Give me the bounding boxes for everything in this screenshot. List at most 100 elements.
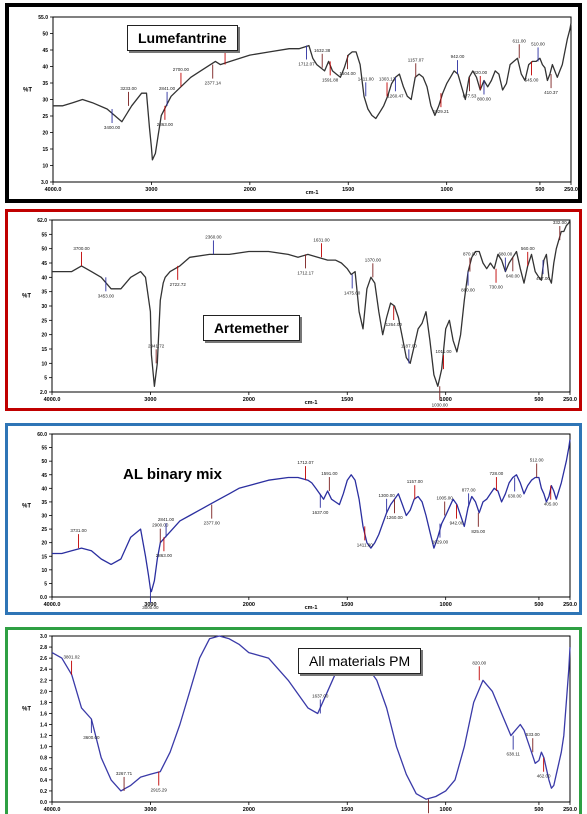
- y-tick-label: 3.0: [40, 634, 47, 640]
- peak-label: 2900.00: [152, 523, 169, 528]
- y-tick-label: 55: [41, 232, 47, 238]
- x-tick-label: 1000: [440, 602, 452, 608]
- x-tick-label: 4000.0: [45, 187, 62, 193]
- x-tick-label: 1500: [342, 187, 354, 193]
- peak-label: 630.00: [508, 493, 522, 498]
- peak-label: 1260.00: [386, 515, 403, 520]
- peak-label: 1157.00: [407, 479, 423, 484]
- chart-lumefantrine: 3.0 10 15 20 25 30 35 40 45 50 55.0 4000.0 3000 2000 1…: [23, 15, 578, 196]
- peak-label: 1303.12: [379, 76, 396, 81]
- y-tick-label: 10: [41, 361, 47, 367]
- peak-label: 2941.72: [148, 343, 165, 348]
- peak-label: 510.00: [531, 41, 545, 46]
- x-tick-label: 1500: [341, 602, 353, 608]
- y-tick-label: 50: [41, 459, 47, 465]
- x-tick-label: 2000: [243, 397, 255, 403]
- peak-label: 1300.00: [378, 493, 395, 498]
- axes: 2.0 5 10 15 20 25 30 35 40 45 50 55 62.0 4000.0 3000 20…: [22, 218, 577, 406]
- peak-label: 942.00: [451, 54, 465, 59]
- x-tick-label: 3000: [145, 187, 157, 193]
- y-axis-label: %T: [22, 503, 31, 509]
- peak-label: 870.00: [463, 252, 477, 257]
- y-tick-label: 0.6: [40, 767, 47, 773]
- peak-label: 880.00: [461, 288, 475, 293]
- x-tick-label: 500: [535, 187, 544, 193]
- peak-label: 2377.00: [204, 521, 221, 526]
- plot-frame: [51, 433, 571, 598]
- x-tick-label: 3000: [144, 807, 156, 813]
- x-tick-label: 2000: [243, 807, 255, 813]
- peak-label: 730.00: [489, 285, 503, 290]
- peak-label: 1411.00: [357, 542, 373, 547]
- chart-title-lumefantrine: Lumefantrine: [127, 25, 238, 51]
- peak-label: 1011.00: [436, 349, 452, 354]
- chart-al-binary-mix: 0.0 5 10 15 20 25 30 35 40 45 50 55 60.0 4000.0 3000 20…: [22, 432, 577, 611]
- peak-label: 728.00: [490, 471, 504, 476]
- y-tick-label: 10: [41, 568, 47, 574]
- peak-label: 545.00: [525, 77, 539, 82]
- peak-label: 560.00: [521, 246, 535, 251]
- x-tick-label: 3000: [144, 602, 156, 608]
- y-tick-label: 30: [41, 514, 47, 520]
- peak-label: 1030.00: [432, 402, 449, 407]
- y-tick-label: 55.0: [38, 15, 48, 21]
- peak-label: 1264.00: [386, 322, 403, 327]
- x-tick-label: 1500: [341, 807, 353, 813]
- y-tick-label: 62.0: [37, 218, 47, 224]
- y-tick-label: 5: [44, 581, 47, 587]
- panel-lumefantrine: 3.0 10 15 20 25 30 35 40 45 50 55.0 4000.0 3000 2000 1…: [5, 3, 582, 203]
- peak-label: 1632.38: [314, 48, 331, 53]
- x-tick-label: 250.0: [563, 602, 577, 608]
- y-tick-label: 35: [41, 290, 47, 296]
- y-tick-label: 1.4: [40, 723, 47, 729]
- peak-label: 1591.88: [322, 77, 339, 82]
- y-axis-label: %T: [22, 707, 31, 713]
- x-tick-label: 2000: [243, 602, 255, 608]
- peak-label: 3233.00: [120, 86, 137, 91]
- y-tick-label: 2.0: [40, 390, 47, 396]
- peak-label: 3600.00: [83, 735, 100, 740]
- y-tick-label: 30: [42, 98, 48, 104]
- peak-label: 2360.00: [205, 234, 222, 239]
- plot-frame: [51, 635, 571, 803]
- x-tick-label: 4000.0: [44, 807, 61, 813]
- peak-label: 1029.21: [433, 109, 450, 114]
- peak-label: 3801.02: [63, 655, 80, 660]
- y-tick-label: 55: [41, 446, 47, 452]
- peak-label: 1029.00: [432, 540, 449, 545]
- x-tick-label: 4000.0: [44, 602, 61, 608]
- axes: 0.0 5 10 15 20 25 30 35 40 45 50 55 60.0 4000.0 3000 20…: [22, 432, 577, 611]
- y-tick-label: 20: [42, 131, 48, 137]
- y-tick-label: 15: [41, 554, 47, 560]
- peak-label: 942.00: [450, 521, 464, 526]
- y-tick-label: 0.0: [40, 595, 47, 601]
- y-tick-label: 2.2: [40, 678, 47, 684]
- peak-label: 825.00: [471, 529, 485, 534]
- peak-label: 1637.00: [312, 510, 329, 515]
- peak-label: 1187.00: [401, 343, 417, 348]
- peak-label: 2700.00: [173, 67, 190, 72]
- peak-label: 820.00: [472, 660, 486, 665]
- chart-all-materials-pm: 0.0 0.2 0.4 0.6 0.8 1.0 1.2 1.4 1.6 1.8 2.0 2.2 2.4 2…: [22, 634, 577, 814]
- y-tick-label: 0.4: [40, 778, 47, 784]
- y-tick-label: 25: [42, 114, 48, 120]
- y-tick-label: 1.8: [40, 700, 47, 706]
- peak-label: 467.00: [536, 276, 550, 281]
- peak-label: 462.00: [537, 774, 551, 779]
- chart-title-all-materials-pm: All materials PM: [298, 648, 422, 674]
- peak-label: 3731.00: [70, 528, 87, 533]
- x-axis-label: cm-1: [305, 400, 318, 406]
- x-tick-label: 2000: [244, 187, 256, 193]
- y-tick-label: 20: [41, 541, 47, 547]
- y-tick-label: 20: [41, 333, 47, 339]
- x-tick-label: 500: [534, 397, 543, 403]
- y-tick-label: 15: [42, 147, 48, 153]
- peak-label: 1005.00: [437, 496, 454, 501]
- y-tick-label: 10: [42, 164, 48, 170]
- peak-label: 1411.00: [358, 76, 374, 81]
- spectrum-line: [52, 219, 571, 387]
- peak-label: 405.00: [544, 502, 558, 507]
- peak-label: 2863.00: [156, 553, 173, 558]
- x-axis-label: cm-1: [305, 605, 318, 611]
- peak-label: 640.00: [506, 273, 520, 278]
